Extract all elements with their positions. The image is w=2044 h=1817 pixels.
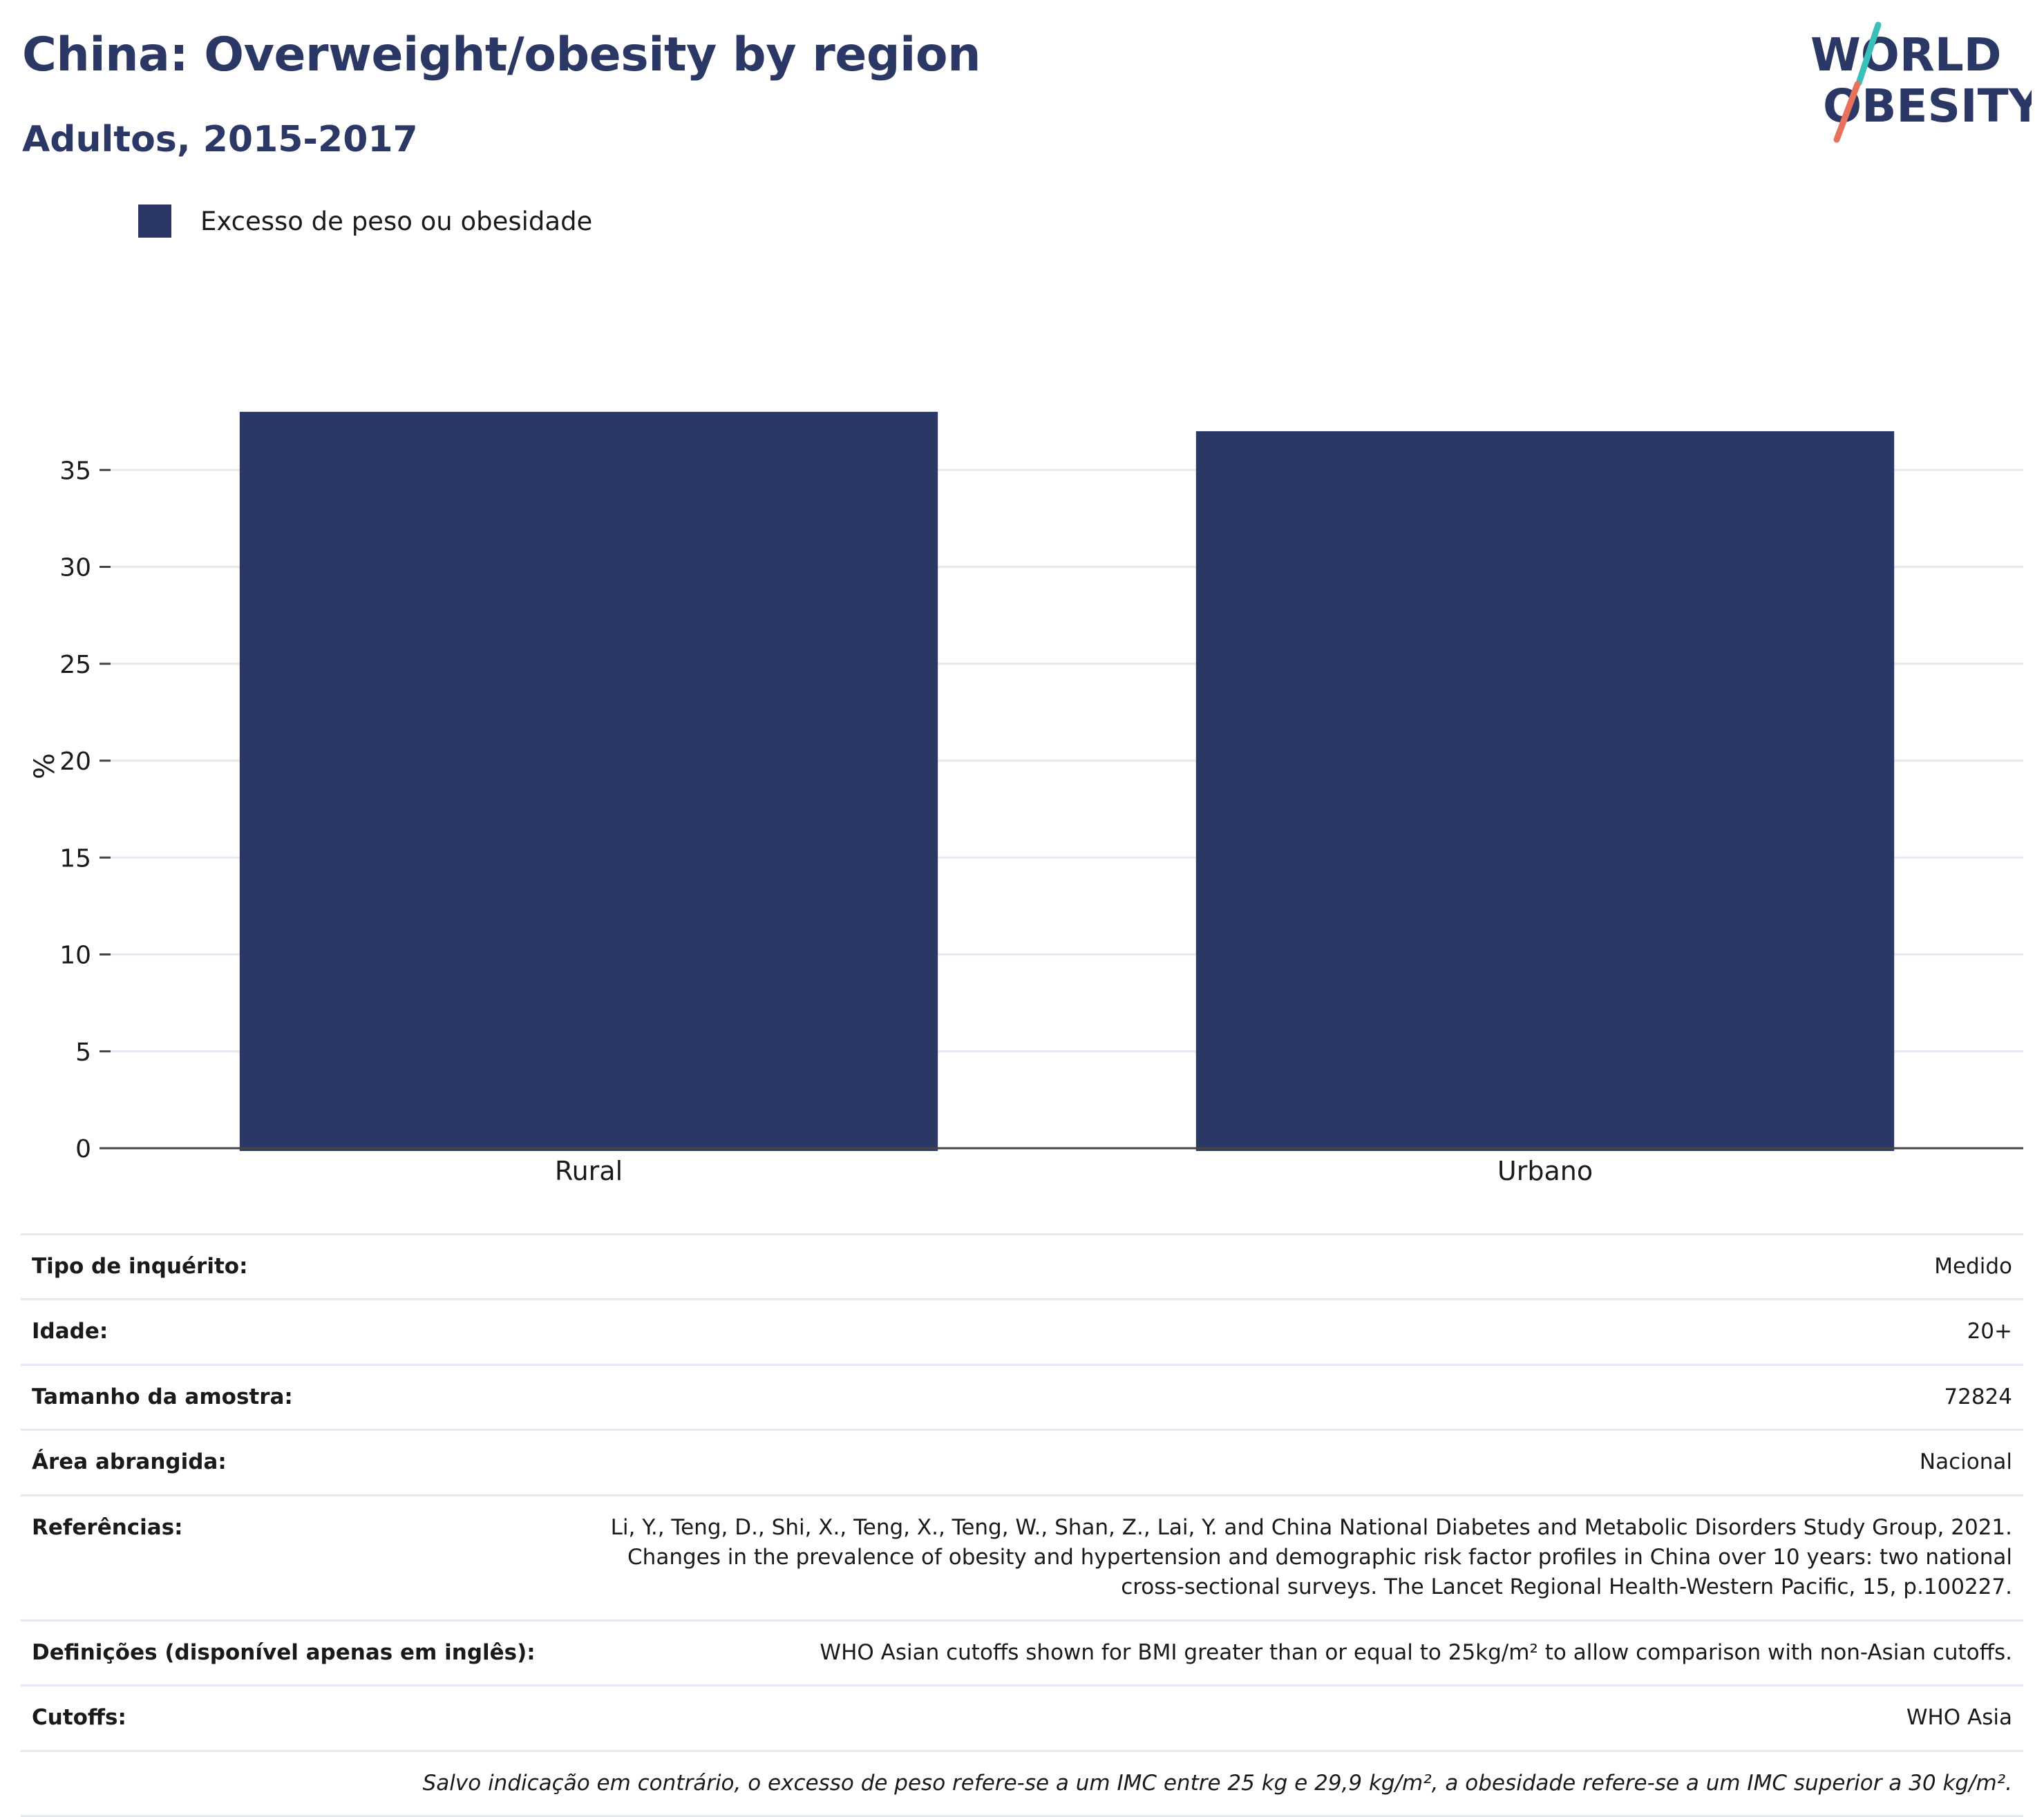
logo-text-world: WORLD (1810, 28, 2002, 82)
info-key: Tamanho da amostra: (21, 1363, 547, 1430)
y-tick-label: 30 (59, 554, 91, 582)
legend-swatch[interactable] (138, 204, 171, 238)
y-tick-label: 25 (59, 651, 91, 679)
world-obesity-logo: WORLD OBESITY (1810, 21, 2032, 143)
x-tick-label: Urbano (1497, 1156, 1593, 1186)
info-row-age: Idade: 20+ (21, 1298, 2023, 1365)
chart-legend[interactable]: Excesso de peso ou obesidade (138, 204, 592, 238)
info-key: Área abrangida: (21, 1429, 547, 1496)
y-tick-label: 20 (59, 748, 91, 776)
info-key: Definições (disponível apenas em inglês)… (21, 1619, 547, 1686)
info-value: Li, Y., Teng, D., Shi, X., Teng, X., Ten… (546, 1494, 2023, 1621)
y-tick-label: 35 (59, 457, 91, 485)
y-tick-label: 15 (59, 844, 91, 873)
x-tick-label: Rural (555, 1156, 623, 1186)
info-row-area: Área abrangida: Nacional (21, 1429, 2023, 1496)
info-value: Medido (546, 1233, 2023, 1300)
footnote: Salvo indicação em contrário, o excesso … (21, 1749, 2023, 1817)
info-key: Referências: (21, 1494, 547, 1621)
bar-rural[interactable] (239, 412, 938, 1151)
info-value: 72824 (546, 1363, 2023, 1430)
chart-subtitle: Adultos, 2015-2017 (22, 119, 418, 160)
logo-slash-coral (1833, 81, 1861, 143)
bar-chart: 0 5 10 15 20 25 30 35% Rural Urbano (29, 412, 2023, 1186)
info-value: WHO Asian cutoffs shown for BMI greater … (546, 1619, 2023, 1686)
y-tick-label: 10 (59, 942, 91, 970)
chart-title: China: Overweight/obesity by region (22, 28, 981, 82)
survey-info-table: Tipo de inquérito: Medido Idade: 20+ Tam… (21, 1233, 2023, 1817)
y-tick-label: 0 (75, 1135, 91, 1163)
info-value: WHO Asia (546, 1684, 2023, 1751)
info-value: 20+ (546, 1298, 2023, 1365)
info-key: Idade: (21, 1298, 547, 1365)
info-key: Tipo de inquérito: (21, 1233, 547, 1300)
info-key: Cutoffs: (21, 1684, 547, 1751)
info-row-cutoffs: Cutoffs: WHO Asia (21, 1684, 2023, 1751)
logo-slash-teal (1855, 21, 1882, 86)
info-row-definitions: Definições (disponível apenas em inglês)… (21, 1619, 2023, 1686)
legend-label[interactable]: Excesso de peso ou obesidade (200, 206, 593, 236)
info-row-footnote: Salvo indicação em contrário, o excesso … (21, 1749, 2023, 1817)
info-row-sample-size: Tamanho da amostra: 72824 (21, 1363, 2023, 1430)
info-value: Nacional (546, 1429, 2023, 1496)
y-tick-label: 5 (75, 1038, 91, 1067)
y-axis-label: % (29, 753, 61, 779)
info-row-survey-type: Tipo de inquérito: Medido (21, 1233, 2023, 1300)
bar-urbano[interactable] (1195, 431, 1895, 1151)
info-row-references: Referências: Li, Y., Teng, D., Shi, X., … (21, 1494, 2023, 1621)
